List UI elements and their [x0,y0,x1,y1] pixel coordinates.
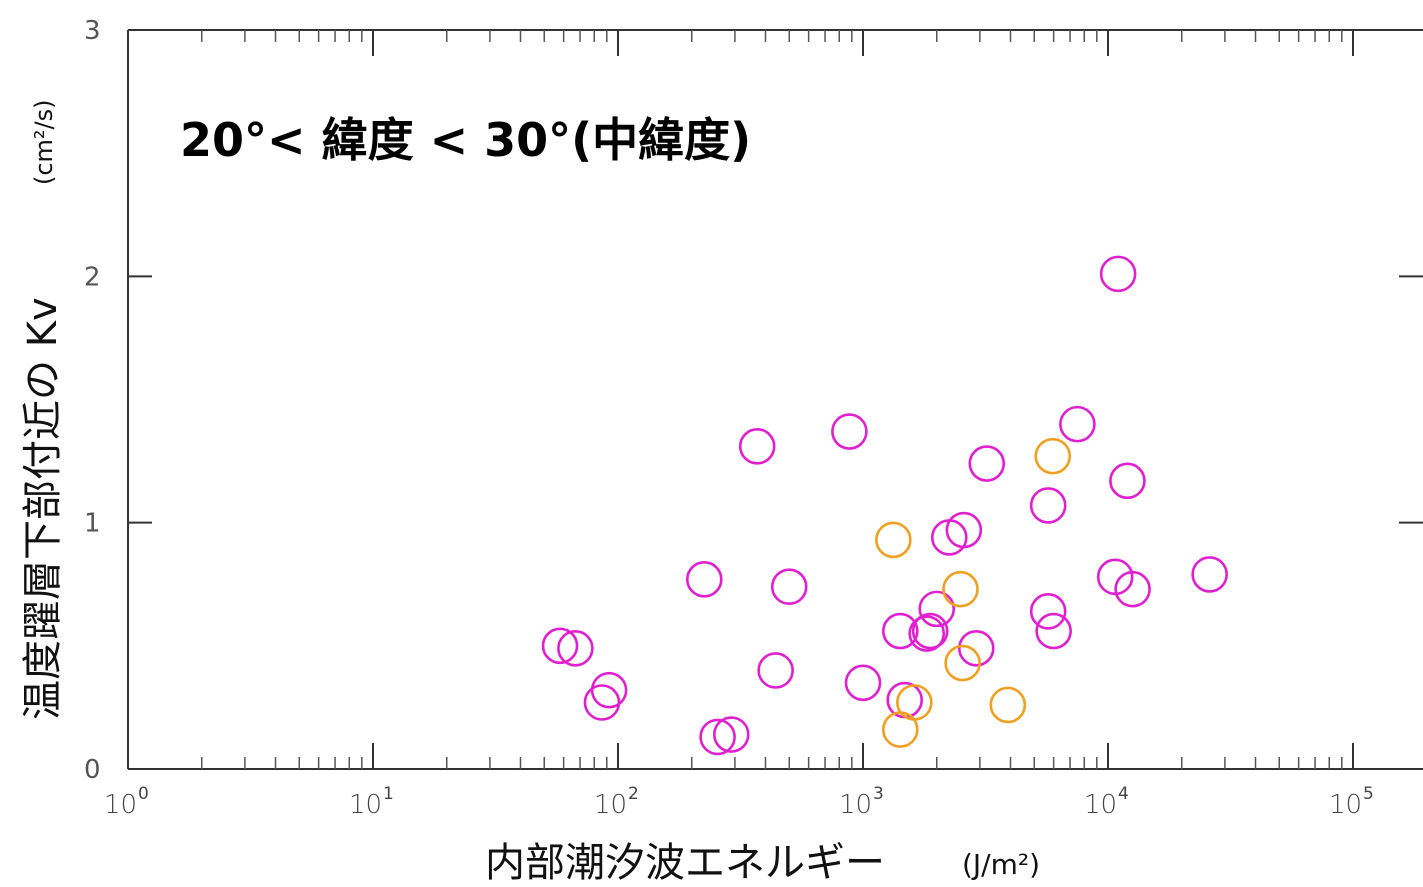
data-point-magenta [583,684,621,721]
data-point-magenta [685,561,723,598]
y-tick-label: 1 [84,509,101,539]
y-tick-label: 2 [84,262,101,292]
x-tick-label-exponent: 2 [628,784,639,804]
data-point-magenta [1099,255,1137,293]
x-tick-label-exponent: 4 [1118,784,1129,804]
data-point-magenta [1114,570,1151,608]
data-point-magenta [590,671,628,709]
annotation-text: 20°< 緯度 < 30°(中緯度) [180,113,751,167]
data-point-magenta [911,612,949,650]
data-points [541,255,1228,756]
data-point-magenta [738,428,776,465]
x-tick-label-exponent: 0 [138,784,149,804]
data-point-orange [1034,437,1072,475]
x-tick-label-exponent: 1 [383,784,394,804]
data-point-magenta [1029,487,1067,524]
data-point-magenta [882,612,919,650]
y-axis-label-group: 温度躍層下部付近の Kv (cm²/s) [20,99,66,720]
plot-frame [127,29,1423,770]
data-point-orange [944,644,981,682]
x-tick-label-exponent: 5 [1363,784,1374,804]
data-point-orange [875,521,912,559]
x-tick-label: 10 [349,790,382,820]
data-point-magenta [1109,462,1146,500]
y-axis-unit: (cm²/s) [30,99,58,185]
data-point-orange [989,686,1027,724]
x-axis-label-group: 内部潮汐波エネルギー (J/m²) [485,840,1040,886]
data-point-magenta [757,652,794,689]
y-tick-label: 3 [84,16,101,46]
y-tick-label: 0 [84,755,101,785]
data-point-magenta [1059,405,1096,443]
data-point-magenta [945,511,983,549]
data-point-magenta [957,629,995,667]
y-axis-label: 温度躍層下部付近の Kv [20,297,66,720]
x-tick-label: 10 [1084,790,1117,820]
data-point-magenta [918,590,956,628]
data-point-magenta [712,716,750,753]
x-tick-label-exponent: 3 [873,784,884,804]
data-point-magenta [770,568,808,606]
x-tick-label: 10 [1329,790,1362,820]
data-point-magenta [541,627,579,665]
x-tick-label: 10 [104,790,137,820]
x-tick-label: 10 [839,790,872,820]
data-point-magenta [831,413,868,450]
data-point-magenta [908,615,946,652]
data-point-magenta [1029,593,1067,630]
data-point-orange [942,570,979,608]
data-point-magenta [968,445,1006,482]
data-point-orange [896,684,933,721]
data-point-magenta [844,664,882,702]
x-tick-label: 10 [594,790,627,820]
data-point-magenta [699,718,736,756]
data-point-magenta [1191,556,1228,593]
data-point-magenta [557,629,594,667]
x-axis-unit: (J/m²) [962,848,1040,881]
data-point-magenta [1035,612,1072,650]
x-axis-label: 内部潮汐波エネルギー [485,840,885,886]
